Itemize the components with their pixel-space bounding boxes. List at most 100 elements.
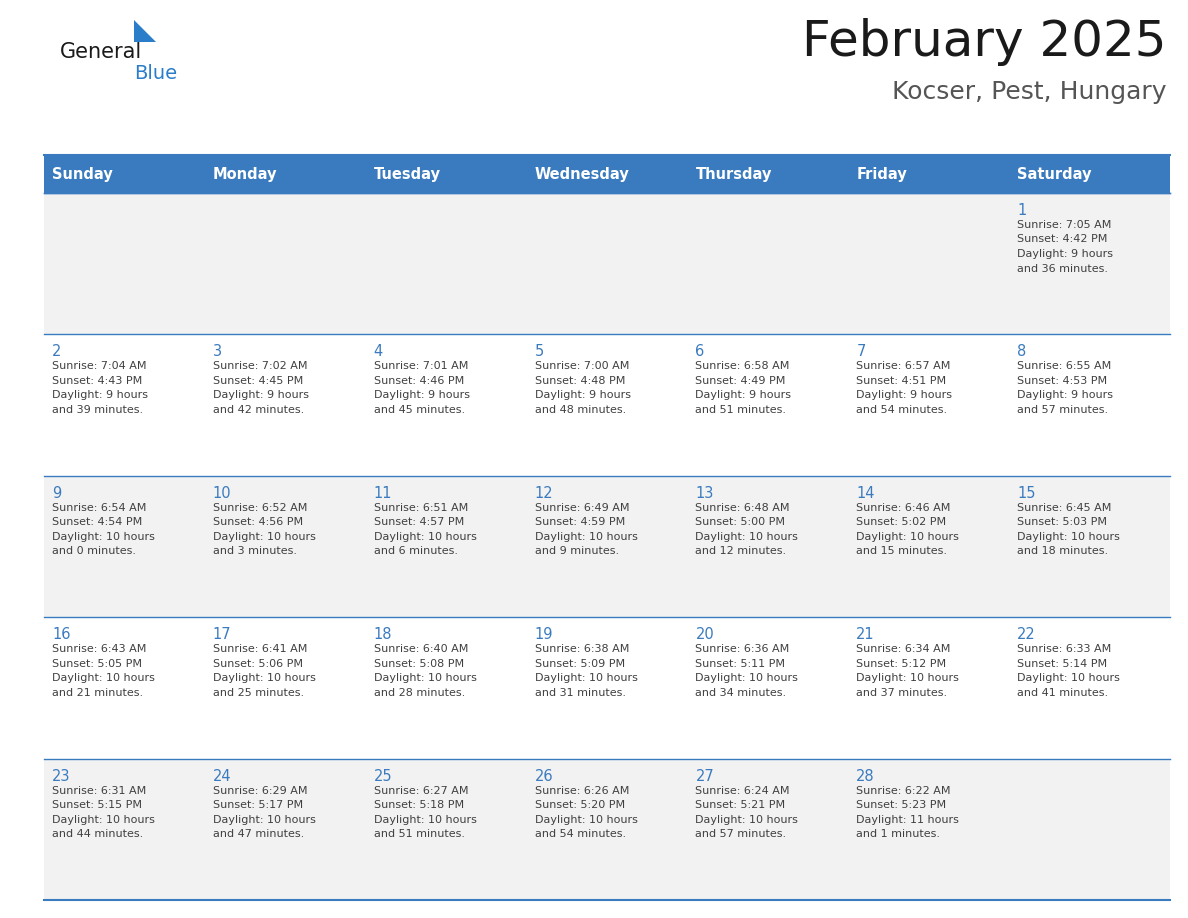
- Text: Sunrise: 6:58 AM: Sunrise: 6:58 AM: [695, 362, 790, 372]
- Bar: [526, 476, 688, 617]
- Bar: [688, 476, 848, 617]
- Bar: [366, 193, 526, 334]
- Text: Sunset: 5:21 PM: Sunset: 5:21 PM: [695, 800, 785, 810]
- Text: Sunset: 4:42 PM: Sunset: 4:42 PM: [1017, 234, 1107, 244]
- Text: Sunset: 5:18 PM: Sunset: 5:18 PM: [374, 800, 463, 810]
- Text: Sunrise: 6:48 AM: Sunrise: 6:48 AM: [695, 503, 790, 513]
- Text: Sunrise: 6:49 AM: Sunrise: 6:49 AM: [535, 503, 630, 513]
- Bar: [366, 155, 526, 193]
- Text: Sunrise: 6:26 AM: Sunrise: 6:26 AM: [535, 786, 628, 796]
- Text: Sunrise: 6:40 AM: Sunrise: 6:40 AM: [374, 644, 468, 655]
- Text: Sunrise: 7:02 AM: Sunrise: 7:02 AM: [213, 362, 308, 372]
- Text: 16: 16: [52, 627, 70, 643]
- Text: Friday: Friday: [857, 166, 908, 182]
- Text: 24: 24: [213, 768, 232, 784]
- Text: and 57 minutes.: and 57 minutes.: [695, 829, 786, 839]
- Bar: [204, 155, 366, 193]
- Bar: [44, 193, 204, 334]
- Text: Daylight: 10 hours: Daylight: 10 hours: [695, 814, 798, 824]
- Text: Sunset: 4:51 PM: Sunset: 4:51 PM: [857, 375, 947, 386]
- Text: 18: 18: [374, 627, 392, 643]
- Bar: [1009, 193, 1170, 334]
- Bar: [366, 476, 526, 617]
- Text: 21: 21: [857, 627, 874, 643]
- Text: Sunrise: 6:22 AM: Sunrise: 6:22 AM: [857, 786, 950, 796]
- Bar: [688, 193, 848, 334]
- Text: Daylight: 10 hours: Daylight: 10 hours: [695, 673, 798, 683]
- Bar: [526, 193, 688, 334]
- Text: 15: 15: [1017, 486, 1036, 501]
- Text: and 21 minutes.: and 21 minutes.: [52, 688, 144, 698]
- Text: and 39 minutes.: and 39 minutes.: [52, 405, 144, 415]
- Text: Sunrise: 6:43 AM: Sunrise: 6:43 AM: [52, 644, 146, 655]
- Text: Sunrise: 6:57 AM: Sunrise: 6:57 AM: [857, 362, 950, 372]
- Text: and 51 minutes.: and 51 minutes.: [374, 829, 465, 839]
- Text: Daylight: 10 hours: Daylight: 10 hours: [1017, 673, 1120, 683]
- Text: Daylight: 9 hours: Daylight: 9 hours: [374, 390, 469, 400]
- Text: Sunrise: 6:45 AM: Sunrise: 6:45 AM: [1017, 503, 1112, 513]
- Text: Sunset: 5:03 PM: Sunset: 5:03 PM: [1017, 518, 1107, 527]
- Text: Sunset: 4:48 PM: Sunset: 4:48 PM: [535, 375, 625, 386]
- Text: Sunset: 5:09 PM: Sunset: 5:09 PM: [535, 659, 625, 668]
- Bar: [688, 758, 848, 900]
- Text: 28: 28: [857, 768, 874, 784]
- Bar: [688, 155, 848, 193]
- Text: Sunrise: 6:27 AM: Sunrise: 6:27 AM: [374, 786, 468, 796]
- Text: Thursday: Thursday: [695, 166, 772, 182]
- Text: 11: 11: [374, 486, 392, 501]
- Text: Daylight: 9 hours: Daylight: 9 hours: [52, 390, 148, 400]
- Text: 7: 7: [857, 344, 866, 360]
- Bar: [44, 155, 204, 193]
- Text: Wednesday: Wednesday: [535, 166, 630, 182]
- Text: and 45 minutes.: and 45 minutes.: [374, 405, 465, 415]
- Text: Daylight: 10 hours: Daylight: 10 hours: [374, 532, 476, 542]
- Bar: [204, 617, 366, 758]
- Text: Sunset: 4:57 PM: Sunset: 4:57 PM: [374, 518, 465, 527]
- Text: Sunrise: 6:24 AM: Sunrise: 6:24 AM: [695, 786, 790, 796]
- Text: 3: 3: [213, 344, 222, 360]
- Text: 26: 26: [535, 768, 554, 784]
- Text: 9: 9: [52, 486, 62, 501]
- Text: Tuesday: Tuesday: [374, 166, 441, 182]
- Text: Sunrise: 7:00 AM: Sunrise: 7:00 AM: [535, 362, 628, 372]
- Text: Blue: Blue: [134, 64, 177, 83]
- Text: and 54 minutes.: and 54 minutes.: [535, 829, 626, 839]
- Text: and 3 minutes.: and 3 minutes.: [213, 546, 297, 556]
- Text: Sunrise: 6:51 AM: Sunrise: 6:51 AM: [374, 503, 468, 513]
- Text: and 42 minutes.: and 42 minutes.: [213, 405, 304, 415]
- Text: Daylight: 10 hours: Daylight: 10 hours: [535, 532, 638, 542]
- Text: 27: 27: [695, 768, 714, 784]
- Text: and 18 minutes.: and 18 minutes.: [1017, 546, 1108, 556]
- Text: Sunset: 5:11 PM: Sunset: 5:11 PM: [695, 659, 785, 668]
- Text: and 34 minutes.: and 34 minutes.: [695, 688, 786, 698]
- Text: Daylight: 10 hours: Daylight: 10 hours: [213, 673, 316, 683]
- Bar: [526, 758, 688, 900]
- Text: Sunset: 5:05 PM: Sunset: 5:05 PM: [52, 659, 143, 668]
- Text: Daylight: 10 hours: Daylight: 10 hours: [52, 673, 154, 683]
- Text: Daylight: 10 hours: Daylight: 10 hours: [535, 814, 638, 824]
- Text: Sunset: 4:56 PM: Sunset: 4:56 PM: [213, 518, 303, 527]
- Bar: [44, 617, 204, 758]
- Text: Daylight: 9 hours: Daylight: 9 hours: [695, 390, 791, 400]
- Text: Sunrise: 6:54 AM: Sunrise: 6:54 AM: [52, 503, 146, 513]
- Text: and 47 minutes.: and 47 minutes.: [213, 829, 304, 839]
- Text: Sunrise: 6:46 AM: Sunrise: 6:46 AM: [857, 503, 950, 513]
- Text: 8: 8: [1017, 344, 1026, 360]
- Text: and 57 minutes.: and 57 minutes.: [1017, 405, 1108, 415]
- Text: Sunrise: 6:52 AM: Sunrise: 6:52 AM: [213, 503, 308, 513]
- Text: and 54 minutes.: and 54 minutes.: [857, 405, 948, 415]
- Text: 25: 25: [374, 768, 392, 784]
- Bar: [1009, 476, 1170, 617]
- Bar: [44, 758, 204, 900]
- Polygon shape: [134, 20, 156, 42]
- Text: Sunrise: 6:36 AM: Sunrise: 6:36 AM: [695, 644, 790, 655]
- Text: Sunset: 5:06 PM: Sunset: 5:06 PM: [213, 659, 303, 668]
- Text: and 51 minutes.: and 51 minutes.: [695, 405, 786, 415]
- Text: Sunrise: 6:55 AM: Sunrise: 6:55 AM: [1017, 362, 1112, 372]
- Text: 1: 1: [1017, 203, 1026, 218]
- Bar: [204, 758, 366, 900]
- Bar: [688, 617, 848, 758]
- Text: Sunrise: 6:41 AM: Sunrise: 6:41 AM: [213, 644, 308, 655]
- Text: General: General: [61, 42, 143, 62]
- Text: Sunrise: 6:31 AM: Sunrise: 6:31 AM: [52, 786, 146, 796]
